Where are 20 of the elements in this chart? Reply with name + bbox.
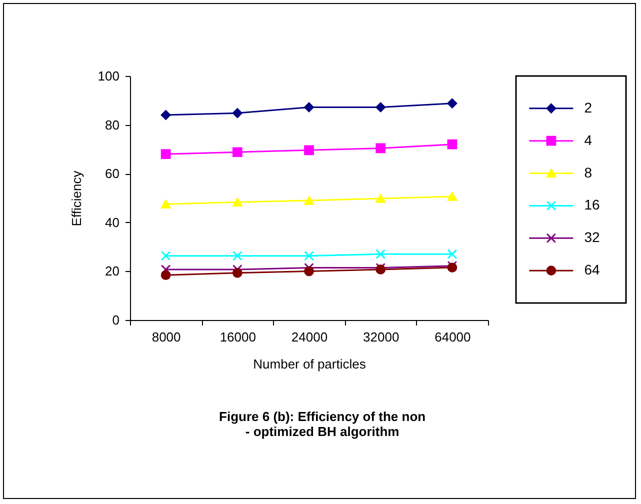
y-tick-label: 60 [105,166,120,182]
y-tick-label: 80 [105,117,120,132]
legend-label: 64 [584,262,600,278]
x-tick-label: 8000 [152,330,181,344]
legend-label: 32 [584,229,600,246]
legend-label: 2 [584,99,592,116]
legend-label: 4 [584,132,592,148]
x-tick-label: 24000 [291,330,328,344]
x-tick-label: 16000 [220,330,256,344]
y-tick-label: 100 [98,68,120,84]
x-axis-title: Number of particles [253,356,366,372]
x-tick-label: 64000 [434,330,471,344]
x-tick-label: 32000 [363,330,400,344]
legend-label: 16 [584,196,600,213]
text: Figure 6 (b): Efficiency of the non - optimized BH algorithm [219,409,426,439]
y-axis-title: Efficiency [68,170,84,226]
y-tick-label: 0 [112,312,120,328]
y-tick-label: 40 [105,214,120,230]
legend-label: 8 [584,164,592,180]
y-tick-label: 20 [105,264,120,279]
